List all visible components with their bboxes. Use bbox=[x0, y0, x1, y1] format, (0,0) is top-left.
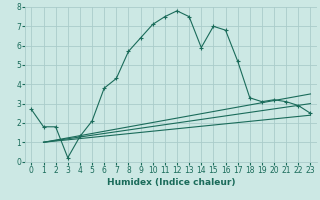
X-axis label: Humidex (Indice chaleur): Humidex (Indice chaleur) bbox=[107, 178, 235, 187]
